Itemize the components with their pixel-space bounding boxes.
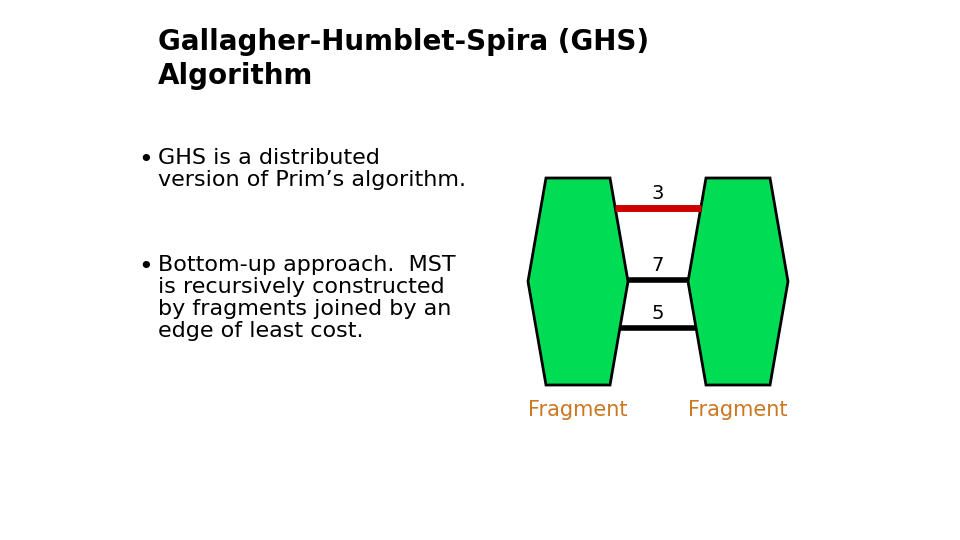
- Text: edge of least cost.: edge of least cost.: [158, 321, 364, 341]
- Text: Bottom-up approach.  MST: Bottom-up approach. MST: [158, 255, 456, 275]
- Text: 5: 5: [652, 304, 664, 323]
- Text: 7: 7: [652, 256, 664, 275]
- Text: version of Prim’s algorithm.: version of Prim’s algorithm.: [158, 170, 466, 190]
- Text: 3: 3: [652, 184, 664, 203]
- Text: Gallagher-Humblet-Spira (GHS): Gallagher-Humblet-Spira (GHS): [158, 28, 649, 56]
- Text: Algorithm: Algorithm: [158, 62, 313, 90]
- Polygon shape: [688, 178, 788, 385]
- Text: by fragments joined by an: by fragments joined by an: [158, 299, 451, 319]
- Polygon shape: [528, 178, 628, 385]
- Text: is recursively constructed: is recursively constructed: [158, 277, 444, 297]
- Text: Fragment: Fragment: [688, 400, 788, 420]
- Text: •: •: [138, 148, 153, 172]
- Text: Fragment: Fragment: [528, 400, 628, 420]
- Text: •: •: [138, 255, 153, 279]
- Text: GHS is a distributed: GHS is a distributed: [158, 148, 380, 168]
